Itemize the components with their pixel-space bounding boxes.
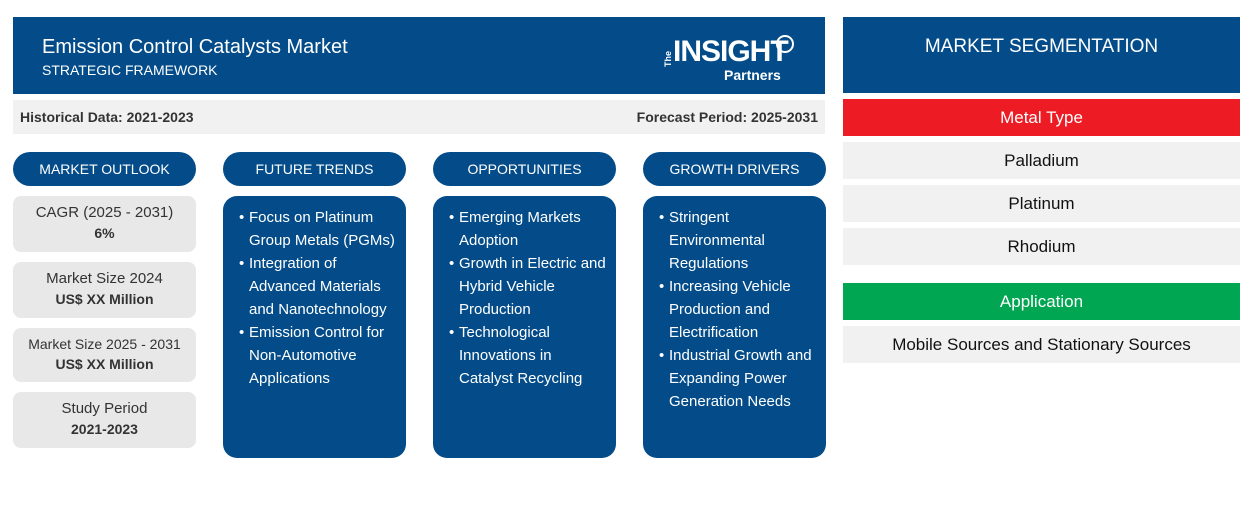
historical-data: Historical Data: 2021-2023: [20, 109, 194, 125]
future-trends-card: Focus on Platinum Group Metals (PGMs) In…: [223, 196, 406, 458]
market-outlook-heading: MARKET OUTLOOK: [13, 152, 196, 186]
market-size-forecast-value: US$ XX Million: [55, 356, 154, 372]
segment-item-rhodium: Rhodium: [843, 228, 1240, 265]
opportunities-card: Emerging Markets Adoption Growth in Elec…: [433, 196, 616, 458]
opportunity-item: Growth in Electric and Hybrid Vehicle Pr…: [449, 252, 606, 321]
market-size-forecast-label: Market Size 2025 - 2031: [28, 336, 181, 352]
trend-item: Integration of Advanced Materials and Na…: [239, 252, 396, 321]
cagr-value: 6%: [94, 225, 115, 241]
study-period-value: 2021-2023: [71, 421, 138, 437]
insight-partners-logo: The INSIGHT Partners: [663, 33, 803, 83]
growth-drivers-card: Stringent Environmental Regulations Incr…: [643, 196, 826, 458]
driver-item: Stringent Environmental Regulations: [659, 206, 816, 275]
driver-item: Industrial Growth and Expanding Power Ge…: [659, 344, 816, 413]
market-size-2024-value: US$ XX Million: [55, 291, 154, 307]
segment-item-platinum: Platinum: [843, 185, 1240, 222]
segment-item-palladium: Palladium: [843, 142, 1240, 179]
logo-ring-icon: [776, 35, 794, 53]
logo-the-text: The: [663, 50, 673, 67]
growth-drivers-heading: GROWTH DRIVERS: [643, 152, 826, 186]
study-period-card: Study Period 2021-2023: [13, 392, 196, 448]
market-size-2024-card: Market Size 2024 US$ XX Million: [13, 262, 196, 318]
opportunity-item: Technological Innovations in Catalyst Re…: [449, 321, 606, 390]
page-title: Emission Control Catalysts Market: [42, 36, 348, 58]
market-size-2024-label: Market Size 2024: [46, 270, 163, 287]
page-subtitle: STRATEGIC FRAMEWORK: [42, 62, 218, 78]
trend-item: Emission Control for Non-Automotive Appl…: [239, 321, 396, 390]
cagr-card: CAGR (2025 - 2031) 6%: [13, 196, 196, 252]
opportunities-heading: OPPORTUNITIES: [433, 152, 616, 186]
market-segmentation-title: MARKET SEGMENTATION: [843, 17, 1240, 93]
forecast-period: Forecast Period: 2025-2031: [636, 109, 818, 125]
title-banner: Emission Control Catalysts Market STRATE…: [13, 17, 825, 94]
segment-item-mobile-stationary: Mobile Sources and Stationary Sources: [843, 326, 1240, 363]
trend-item: Focus on Platinum Group Metals (PGMs): [239, 206, 396, 252]
future-trends-heading: FUTURE TRENDS: [223, 152, 406, 186]
driver-item: Increasing Vehicle Production and Electr…: [659, 275, 816, 344]
study-period-label: Study Period: [61, 400, 148, 417]
segment-application: Application: [843, 283, 1240, 320]
logo-partners-text: Partners: [724, 67, 781, 83]
data-period-bar: Historical Data: 2021-2023 Forecast Peri…: [13, 100, 825, 134]
logo-insight-text: INSIGHT: [673, 35, 789, 68]
cagr-label: CAGR (2025 - 2031): [35, 204, 174, 221]
segment-metal-type: Metal Type: [843, 99, 1240, 136]
market-size-forecast-card: Market Size 2025 - 2031 US$ XX Million: [13, 328, 196, 382]
opportunity-item: Emerging Markets Adoption: [449, 206, 606, 252]
